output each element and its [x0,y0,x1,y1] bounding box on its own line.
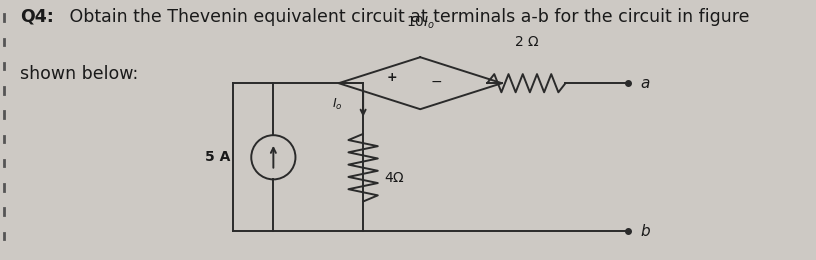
Text: b: b [641,224,650,239]
Text: 10$I_o$: 10$I_o$ [406,15,435,31]
Text: $I_o$: $I_o$ [332,96,343,112]
Text: Q4:: Q4: [20,8,55,26]
Text: 2 $\Omega$: 2 $\Omega$ [513,35,539,49]
Text: +: + [386,72,397,84]
Text: 4$\Omega$: 4$\Omega$ [384,171,405,185]
Text: 5 A: 5 A [206,150,231,164]
Text: a: a [641,76,650,91]
Text: −: − [431,75,442,89]
Text: shown below:: shown below: [20,65,139,83]
Text: Obtain the Thevenin equivalent circuit at terminals a-b for the circuit in figur: Obtain the Thevenin equivalent circuit a… [64,8,749,26]
